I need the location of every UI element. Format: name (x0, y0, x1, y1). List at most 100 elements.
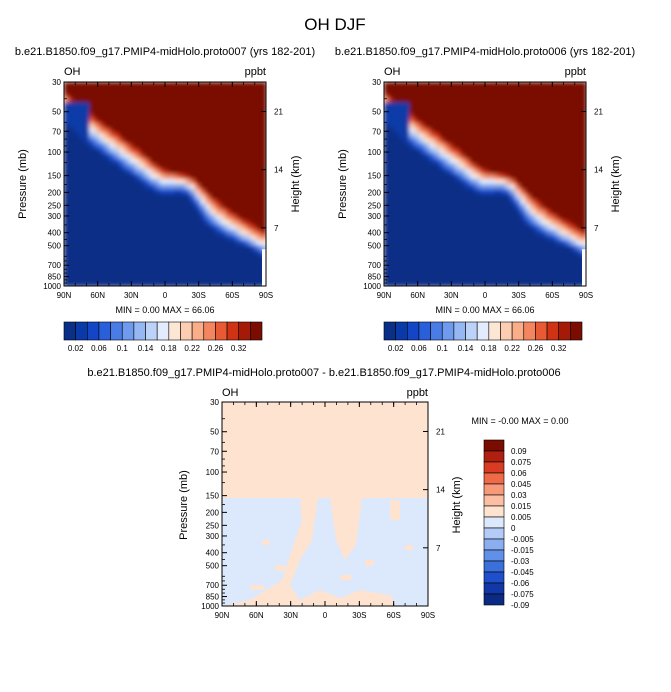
field-cell (459, 219, 466, 226)
colorbar-label: 0.075 (511, 458, 532, 467)
field-cell (570, 209, 577, 216)
field-cell (200, 87, 206, 93)
field-cell (240, 117, 247, 124)
field-cell (154, 97, 161, 103)
field-cell (570, 275, 577, 282)
field-cell (245, 178, 252, 185)
field-cell (479, 189, 486, 195)
field-cell (515, 260, 521, 267)
field-cell (165, 255, 171, 262)
field-cell (114, 168, 121, 175)
field-cell (525, 82, 532, 88)
field-cell (114, 275, 121, 282)
field-cell (260, 107, 266, 114)
field-cell (404, 122, 410, 129)
field-cell (540, 260, 547, 267)
field-cell (409, 168, 415, 175)
field-cell (144, 209, 151, 216)
field-cell (419, 255, 425, 262)
field-cell (399, 138, 405, 144)
field-cell (230, 235, 237, 241)
field-cell (419, 214, 425, 221)
field-cell (394, 214, 400, 221)
field-cell (225, 138, 232, 144)
colorbar-box (511, 321, 525, 341)
field-cell (560, 184, 567, 190)
field-cell (134, 117, 141, 124)
field-cell (510, 214, 516, 221)
field-cell (215, 143, 222, 149)
field-cell (104, 280, 111, 286)
field-cell (560, 255, 567, 262)
field-cell (225, 102, 232, 109)
field-cell (69, 82, 75, 88)
field-cell (260, 143, 266, 149)
field-cell (495, 255, 501, 262)
field-cell (560, 92, 567, 98)
field-cell (124, 255, 131, 262)
field-cell (540, 189, 547, 195)
field-cell (464, 133, 471, 139)
colorbar-box (483, 538, 505, 551)
field-cell (439, 138, 446, 144)
field-cell (464, 173, 471, 180)
field-cell (469, 270, 476, 277)
field-cell (200, 189, 206, 195)
field-cell (444, 240, 451, 246)
field-cell (144, 153, 151, 160)
field-cell (200, 112, 206, 119)
field-cell (495, 270, 501, 277)
field-cell (399, 255, 405, 262)
field-cell (570, 250, 577, 256)
field-cell (459, 143, 466, 149)
field-cell (230, 219, 237, 226)
field-cell (109, 168, 116, 175)
field-cell (565, 204, 572, 211)
field-cell (409, 204, 415, 211)
field-cell (175, 199, 181, 205)
field-cell (464, 265, 471, 272)
field-cell (200, 194, 206, 200)
field-cell (104, 82, 111, 88)
field-cell (170, 194, 176, 200)
field-cell (424, 87, 431, 93)
field-cell (485, 250, 491, 256)
field-cell (485, 107, 491, 114)
field-cell (220, 204, 227, 211)
field-cell (119, 224, 126, 231)
field-cell (175, 275, 181, 282)
field-cell (144, 178, 151, 185)
field-cell (149, 112, 156, 119)
field-cell (104, 112, 111, 119)
field-cell (230, 204, 237, 211)
field-cell (525, 240, 532, 246)
field-cell (84, 107, 90, 114)
colorbar-box (483, 516, 505, 529)
field-cell (515, 194, 521, 200)
field-cell (570, 184, 577, 190)
field-cell (535, 143, 542, 149)
field-cell (560, 224, 567, 231)
colorbar-box (406, 321, 420, 341)
field-cell (89, 107, 95, 114)
field-cell (165, 122, 171, 129)
field-cell (114, 214, 121, 221)
field-cell (74, 173, 80, 180)
field-cell (109, 97, 116, 103)
field-cell (205, 92, 212, 98)
field-cell (94, 163, 100, 170)
field-cell (384, 112, 390, 119)
field-cell (215, 133, 222, 139)
field-cell (185, 275, 191, 282)
field-cell (149, 133, 156, 139)
field-cell (525, 265, 532, 272)
y-tick-label: 250 (368, 201, 382, 210)
field-cell (159, 224, 166, 231)
field-cell (149, 265, 156, 272)
field-cell (215, 127, 222, 134)
field-cell (149, 87, 156, 93)
field-cell (235, 204, 242, 211)
field-cell (220, 143, 227, 149)
field-cell (404, 219, 410, 226)
field-cell (165, 82, 171, 88)
